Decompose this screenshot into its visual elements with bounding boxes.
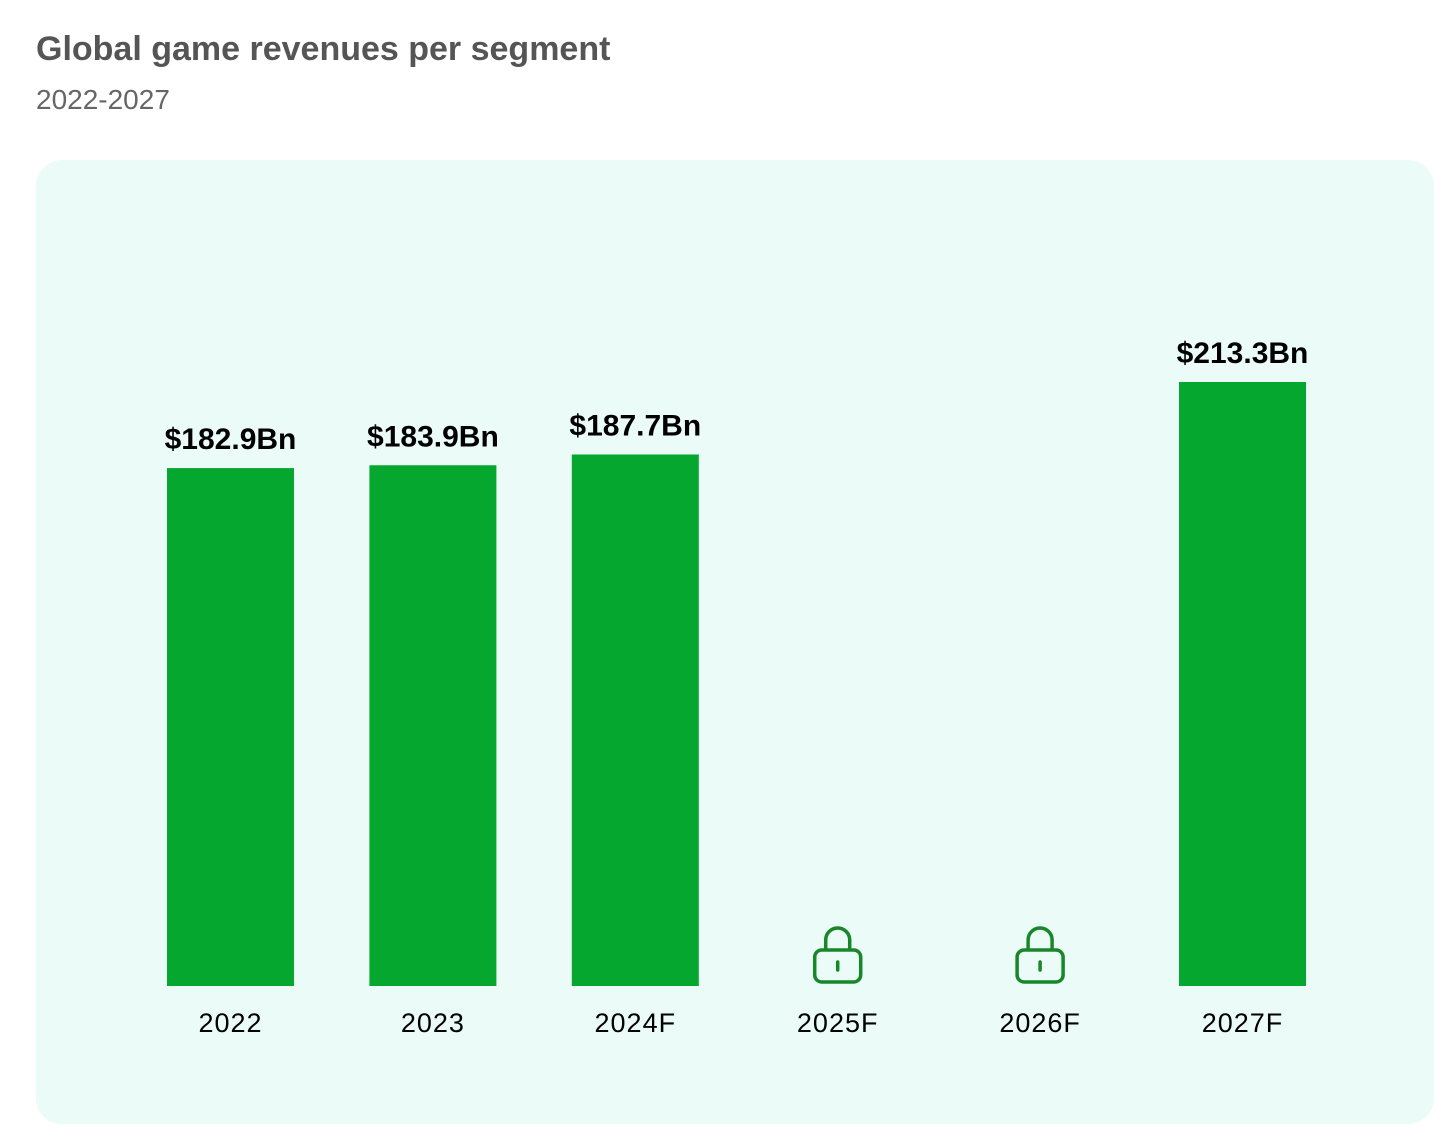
bar-2022 bbox=[167, 468, 294, 986]
bar-2024F bbox=[571, 454, 699, 986]
chart-title: Global game revenues per segment bbox=[36, 30, 611, 68]
bar-2023 bbox=[369, 465, 497, 986]
data-label-2023: $183.9Bn bbox=[367, 420, 499, 453]
x-tick-label: 2026F bbox=[999, 1008, 1081, 1038]
bar-2027F bbox=[1179, 382, 1306, 986]
data-label-2027F: $213.3Bn bbox=[1177, 337, 1309, 370]
x-tick-label: 2024F bbox=[595, 1008, 677, 1038]
data-label-2024F: $187.7Bn bbox=[569, 409, 701, 442]
x-tick-label: 2027F bbox=[1202, 1008, 1284, 1038]
x-tick-label: 2022 bbox=[198, 1008, 262, 1038]
x-tick-label: 2023 bbox=[401, 1008, 465, 1038]
x-tick-label: 2025F bbox=[797, 1008, 879, 1038]
data-label-2022: $182.9Bn bbox=[165, 423, 297, 456]
lock-icon bbox=[812, 926, 863, 984]
chart-subtitle: 2022-2027 bbox=[36, 84, 170, 115]
lock-icon bbox=[1015, 926, 1065, 984]
